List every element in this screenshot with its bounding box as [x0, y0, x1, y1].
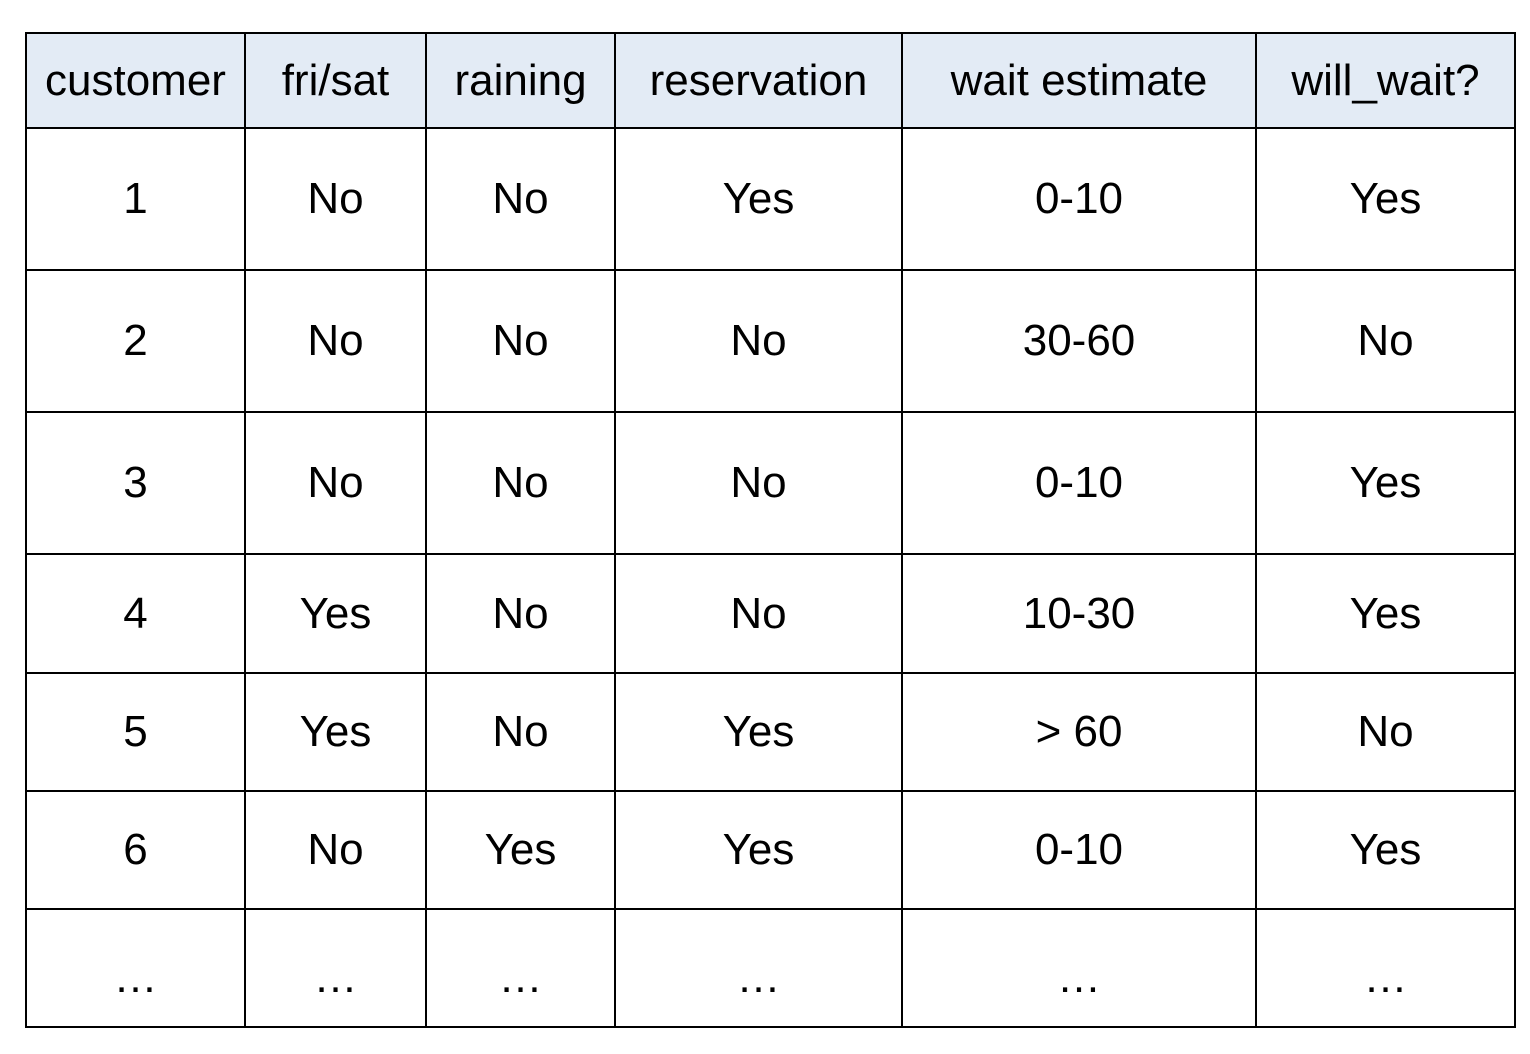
cell-raining: No	[425, 269, 616, 413]
header-will-wait: will_wait?	[1255, 32, 1516, 129]
table-header: customer fri/sat raining reservation wai…	[25, 32, 1516, 129]
cell-reservation: Yes	[614, 127, 903, 271]
cell-customer: 5	[25, 672, 246, 792]
cell-wait-estimate: > 60	[901, 672, 1257, 792]
header-customer: customer	[25, 32, 246, 129]
cell-will-wait: Yes	[1255, 553, 1516, 674]
table-body: 1 No No Yes 0-10 Yes 2 No No No 30-60 No…	[25, 127, 1516, 1028]
cell-fri-sat: No	[244, 269, 427, 413]
cell-customer: 2	[25, 269, 246, 413]
cell-fri-sat: …	[244, 908, 427, 1028]
header-reservation: reservation	[614, 32, 903, 129]
cell-wait-estimate: 30-60	[901, 269, 1257, 413]
cell-customer: 4	[25, 553, 246, 674]
header-row: customer fri/sat raining reservation wai…	[25, 32, 1516, 129]
cell-reservation: No	[614, 411, 903, 555]
ellipsis-text: …	[498, 953, 543, 1002]
ellipsis-text: …	[1363, 953, 1408, 1002]
table-row: 1 No No Yes 0-10 Yes	[25, 127, 1516, 271]
ellipsis-text: …	[313, 953, 358, 1002]
cell-raining: No	[425, 411, 616, 555]
cell-reservation: Yes	[614, 672, 903, 792]
cell-customer: 1	[25, 127, 246, 271]
cell-customer: …	[25, 908, 246, 1028]
table-row-ellipsis: … … … … … …	[25, 908, 1516, 1028]
cell-wait-estimate: 0-10	[901, 790, 1257, 910]
cell-raining: …	[425, 908, 616, 1028]
cell-will-wait: No	[1255, 269, 1516, 413]
cell-will-wait: …	[1255, 908, 1516, 1028]
cell-fri-sat: Yes	[244, 672, 427, 792]
table-row: 3 No No No 0-10 Yes	[25, 411, 1516, 555]
cell-wait-estimate: 0-10	[901, 127, 1257, 271]
cell-raining: No	[425, 672, 616, 792]
cell-fri-sat: No	[244, 127, 427, 271]
cell-wait-estimate: 10-30	[901, 553, 1257, 674]
cell-wait-estimate: …	[901, 908, 1257, 1028]
cell-fri-sat: No	[244, 790, 427, 910]
cell-reservation: Yes	[614, 790, 903, 910]
cell-wait-estimate: 0-10	[901, 411, 1257, 555]
ellipsis-text: …	[1057, 953, 1101, 1002]
cell-customer: 6	[25, 790, 246, 910]
cell-will-wait: Yes	[1255, 411, 1516, 555]
table-row: 2 No No No 30-60 No	[25, 269, 1516, 413]
cell-reservation: No	[614, 269, 903, 413]
header-fri-sat: fri/sat	[244, 32, 427, 129]
data-table: customer fri/sat raining reservation wai…	[25, 32, 1516, 1028]
cell-will-wait: No	[1255, 672, 1516, 792]
cell-will-wait: Yes	[1255, 790, 1516, 910]
cell-fri-sat: No	[244, 411, 427, 555]
ellipsis-text: …	[113, 953, 158, 1002]
cell-customer: 3	[25, 411, 246, 555]
table-row: 6 No Yes Yes 0-10 Yes	[25, 790, 1516, 910]
cell-will-wait: Yes	[1255, 127, 1516, 271]
cell-fri-sat: Yes	[244, 553, 427, 674]
header-wait-estimate: wait estimate	[901, 32, 1257, 129]
ellipsis-text: …	[736, 953, 781, 1002]
header-raining: raining	[425, 32, 616, 129]
cell-raining: No	[425, 553, 616, 674]
cell-reservation: No	[614, 553, 903, 674]
cell-raining: No	[425, 127, 616, 271]
cell-raining: Yes	[425, 790, 616, 910]
table-row: 5 Yes No Yes > 60 No	[25, 672, 1516, 792]
table-row: 4 Yes No No 10-30 Yes	[25, 553, 1516, 674]
cell-reservation: …	[614, 908, 903, 1028]
